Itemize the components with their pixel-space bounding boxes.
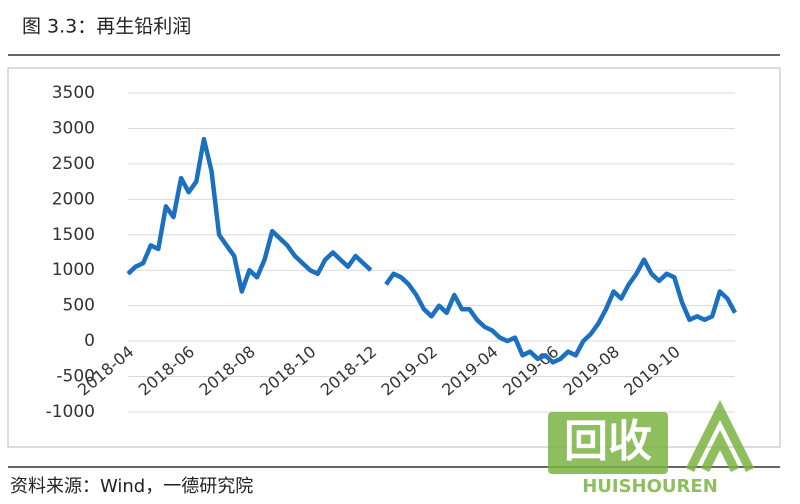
watermark-icon	[685, 399, 755, 473]
plot: -1000 -500 0 500 1000 1500 2000 2500 3000 3500 201…	[46, 83, 737, 422]
profit-line	[126, 136, 737, 365]
x-tick-label: 2019-04	[438, 342, 501, 400]
y-tick-label: 3500	[52, 83, 95, 103]
watermark-logo: 回收	[564, 416, 652, 467]
y-tick-label: 3000	[52, 118, 95, 138]
y-tick-label: -1000	[46, 402, 95, 422]
x-tick-label: 2018-12	[317, 342, 380, 400]
y-tick-label: 2000	[52, 189, 95, 209]
watermark-brand: HUISHOUREN	[582, 476, 718, 497]
y-tick-label: 0	[84, 331, 95, 351]
y-tick-label: 500	[63, 296, 95, 316]
watermark-badge	[548, 412, 668, 474]
y-tick-label: 2500	[52, 154, 95, 174]
chart-frame	[7, 67, 781, 448]
watermark: 回收 HUISHOUREN	[548, 399, 755, 497]
y-tick-label: 1000	[52, 260, 95, 280]
chart-title: 图 3.3：再生铅利润	[22, 16, 191, 38]
y-tick-label: 1500	[52, 225, 95, 245]
x-tick-label: 2019-02	[378, 342, 441, 400]
source-note: 资料来源：Wind，一德研究院	[10, 476, 253, 497]
x-tick-label: 2018-08	[195, 342, 258, 400]
x-tick-label: 2019-10	[620, 342, 683, 400]
x-tick-label: 2018-06	[135, 342, 198, 400]
y-tick-label: -500	[56, 367, 95, 387]
x-tick-label: 2018-10	[256, 342, 319, 400]
